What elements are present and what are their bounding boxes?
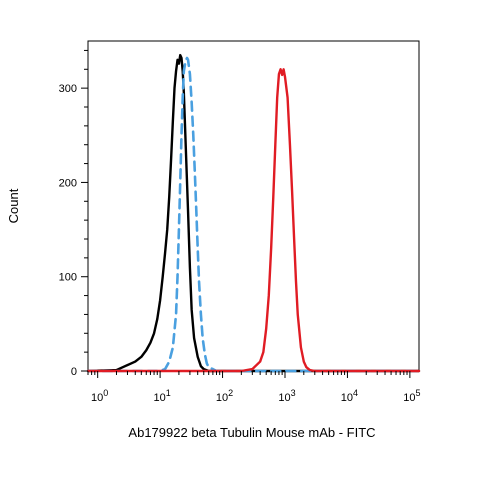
x-tick-label: 103	[278, 388, 295, 404]
x-tick-label: 104	[341, 388, 358, 404]
x-tick-label: 105	[403, 388, 420, 404]
x-axis: 100 101 102 103 104 105	[87, 371, 421, 404]
y-tick-label: 0	[71, 366, 77, 378]
y-tick-label: 300	[59, 83, 77, 95]
histogram-curve-1	[86, 53, 421, 373]
y-tick-label: 200	[59, 177, 77, 189]
x-tick-label: 101	[153, 388, 170, 404]
x-tick-label: 100	[91, 388, 108, 404]
x-tick-label: 102	[216, 388, 233, 404]
y-axis: 0 100 200 300	[59, 49, 88, 378]
plot-frame	[87, 40, 420, 372]
y-axis-label: Count	[6, 188, 21, 223]
histogram-curve-2	[86, 56, 421, 373]
histogram-curves	[86, 53, 421, 373]
y-tick-label: 100	[59, 272, 77, 284]
histogram-curve-3	[86, 68, 421, 373]
x-axis-label: Ab179922 beta Tubulin Mouse mAb - FITC	[128, 425, 375, 440]
